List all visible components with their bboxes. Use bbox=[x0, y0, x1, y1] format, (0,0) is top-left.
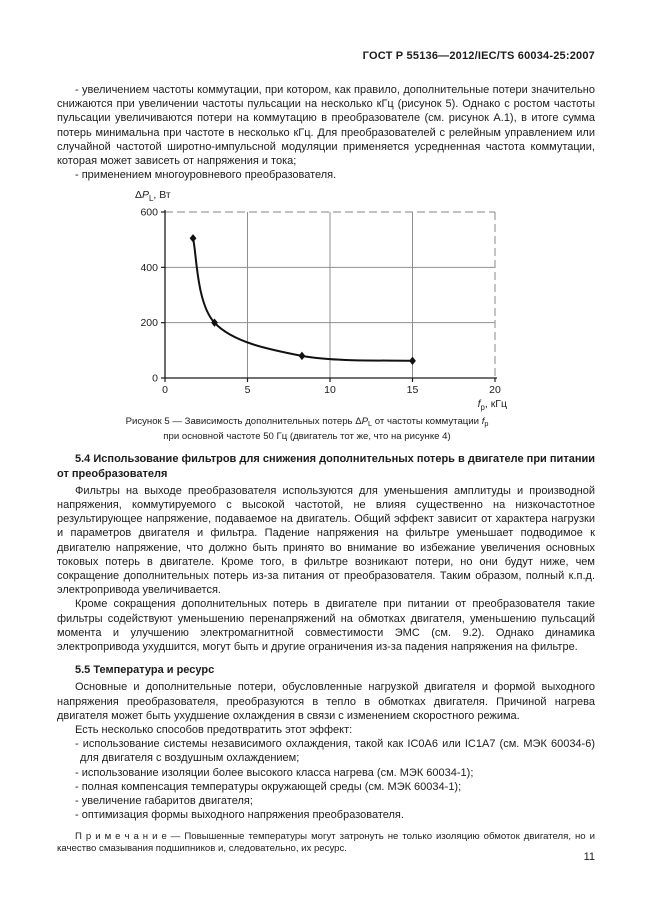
x-axis-label: fp, кГц bbox=[478, 398, 507, 412]
svg-text:0: 0 bbox=[152, 373, 158, 385]
svg-text:400: 400 bbox=[140, 262, 158, 274]
section-5-4-paragraph: Фильтры на выходе преобразователя исполь… bbox=[57, 484, 595, 597]
svg-text:10: 10 bbox=[324, 384, 336, 396]
document-header: ГОСТ Р 55136—2012/IEC/TS 60034-25:2007 bbox=[362, 50, 595, 62]
section-5-5-paragraph: Есть несколько способов предотвратить эт… bbox=[75, 724, 353, 737]
list-item: - увеличение габаритов двигателя; bbox=[75, 795, 253, 808]
line-chart: 0 200 400 600 0 5 10 15 20 ΔPL, Вт fp, кГц bbox=[135, 189, 507, 412]
list-item: - использование изоляции более высокого … bbox=[75, 766, 474, 779]
list-item: - оптимизация формы выходного напряжения… bbox=[75, 809, 404, 822]
figure-caption-line1: Рисунок 5 — Зависимость дополнительных п… bbox=[125, 416, 489, 429]
intro-paragraph: - применением многоуровневого преобразов… bbox=[75, 169, 337, 182]
page-number: 11 bbox=[583, 851, 595, 863]
section-5-4-paragraph: Кроме сокращения дополнительных потерь в… bbox=[57, 598, 595, 654]
svg-text:0: 0 bbox=[162, 384, 168, 396]
svg-text:15: 15 bbox=[407, 384, 419, 396]
page-content: ГОСТ Р 55136—2012/IEC/TS 60034-25:2007 -… bbox=[57, 50, 595, 856]
section-5-5-paragraph: Основные и дополнительные потери, обусло… bbox=[57, 681, 595, 722]
svg-text:5: 5 bbox=[245, 384, 251, 396]
section-5-4-heading: 5.4 Использование фильтров для снижения … bbox=[57, 453, 595, 480]
figure-caption: Рисунок 5 — Зависимость дополнительных п… bbox=[92, 415, 522, 443]
list-item: - использование системы независимого охл… bbox=[75, 738, 595, 765]
svg-text:600: 600 bbox=[140, 207, 158, 219]
note-text: П р и м е ч а н и е — Повышенные темпера… bbox=[57, 830, 595, 855]
list-item: - полная компенсация температуры окружаю… bbox=[75, 780, 462, 793]
svg-text:200: 200 bbox=[140, 318, 158, 330]
intro-paragraph: - увеличением частоты коммутации, при ко… bbox=[57, 84, 595, 168]
svg-text:20: 20 bbox=[489, 384, 501, 396]
y-axis-label: ΔPL, Вт bbox=[135, 189, 171, 203]
figure-5: 0 200 400 600 0 5 10 15 20 ΔPL, Вт fp, кГц Рисунок… bbox=[126, 186, 557, 443]
section-5-5-heading: 5.5 Температура и ресурс bbox=[75, 664, 215, 677]
figure-caption-line2: при основной частоте 50 Гц (двигатель то… bbox=[163, 431, 451, 443]
